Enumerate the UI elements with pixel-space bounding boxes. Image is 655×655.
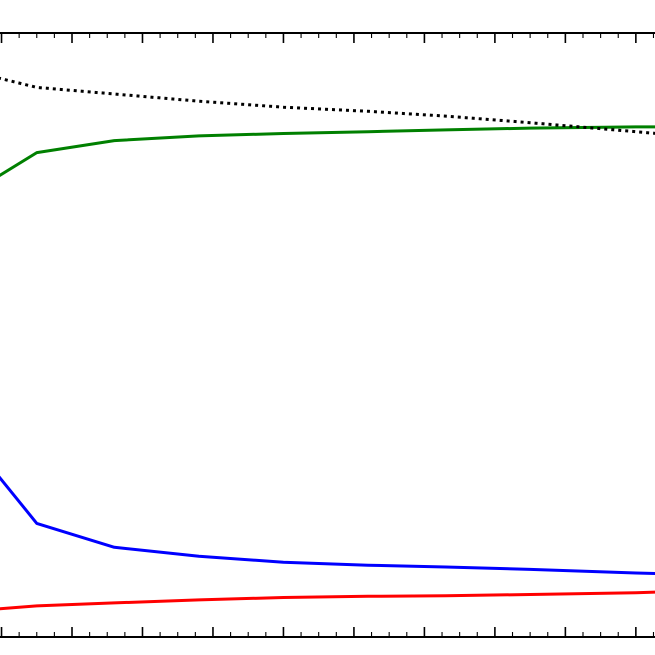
series-4-point xyxy=(282,106,284,108)
series-1-point xyxy=(529,568,531,570)
series-line-4 xyxy=(0,76,655,135)
series-1-point xyxy=(445,566,447,568)
series-3-point xyxy=(36,605,38,607)
series-group xyxy=(0,76,655,611)
plot-frame xyxy=(0,32,655,638)
series-3-point xyxy=(198,599,200,601)
series-1-point xyxy=(282,561,284,563)
series-2-point xyxy=(36,152,38,154)
series-4-point xyxy=(529,122,531,124)
series-4-point xyxy=(113,93,115,95)
series-line-1 xyxy=(0,475,655,576)
series-4-point xyxy=(635,131,637,133)
series-4-point xyxy=(367,110,369,112)
series-2-point xyxy=(198,135,200,137)
series-2-point xyxy=(282,133,284,135)
series-3-point xyxy=(529,594,531,596)
series-1-point xyxy=(113,546,115,548)
series-3-point xyxy=(113,602,115,604)
series-2-point xyxy=(445,129,447,131)
series-3-point xyxy=(282,597,284,599)
series-3-point xyxy=(445,595,447,597)
series-2-point xyxy=(635,126,637,128)
series-4-point xyxy=(198,100,200,102)
series-3-point xyxy=(635,592,637,594)
axis-ticks xyxy=(0,33,655,637)
series-4-point xyxy=(445,115,447,117)
series-2-point xyxy=(367,131,369,133)
series-1-point xyxy=(367,564,369,566)
series-2-point xyxy=(113,140,115,142)
series-1-point xyxy=(36,522,38,524)
series-line-2 xyxy=(0,125,655,178)
series-4-point xyxy=(36,86,38,88)
series-1-point xyxy=(198,555,200,557)
series-3-point xyxy=(367,595,369,597)
series-1-point xyxy=(635,572,637,574)
series-2-point xyxy=(529,127,531,129)
series-line-3 xyxy=(0,590,655,611)
